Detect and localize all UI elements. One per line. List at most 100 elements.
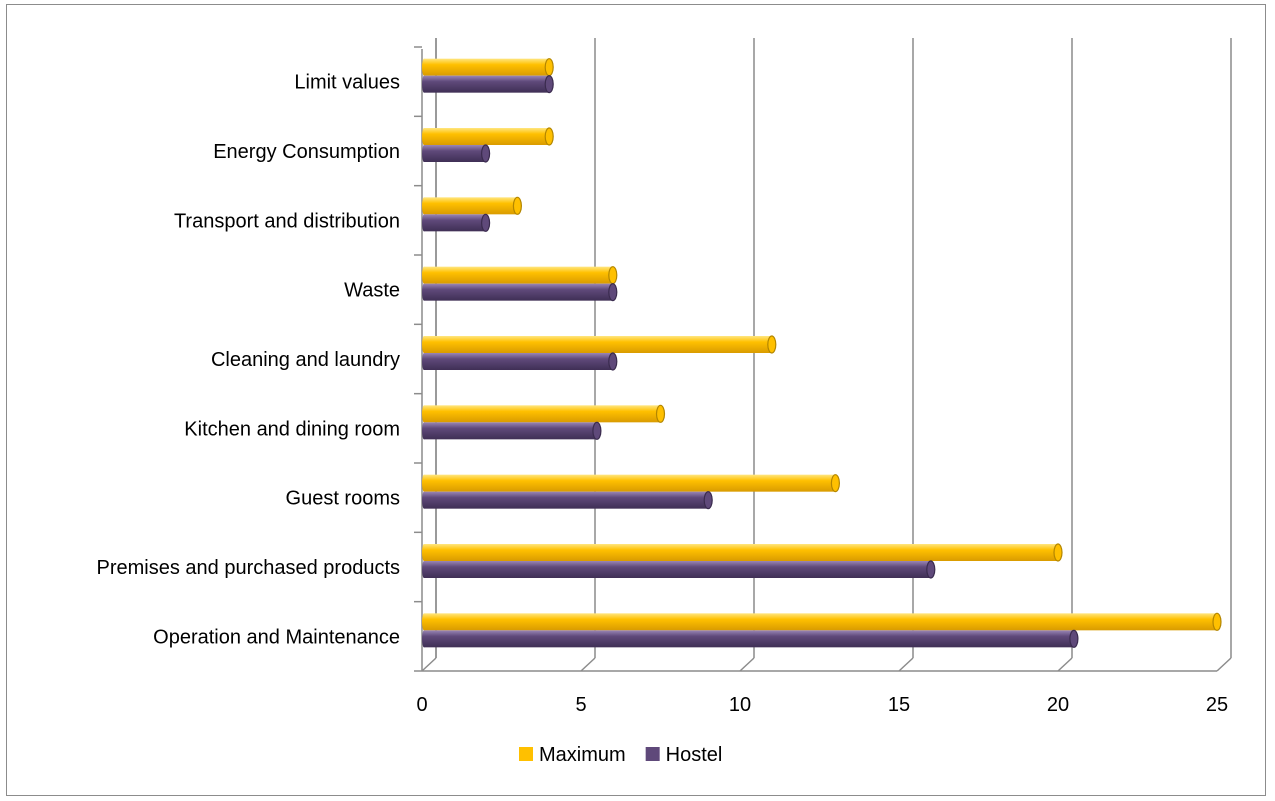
- bar-left-cap: [422, 336, 426, 353]
- gridline-floor: [1216, 657, 1232, 672]
- category-label: Energy Consumption: [213, 141, 400, 163]
- x-tick-label: 15: [888, 694, 910, 716]
- bar-body: [424, 544, 1058, 561]
- bar-left-cap: [422, 214, 426, 232]
- bar-maximum: [422, 196, 522, 215]
- bar-end-cap: [767, 335, 777, 354]
- bar-body: [424, 214, 486, 232]
- bar-left-cap: [422, 266, 426, 284]
- bar-body: [424, 75, 550, 93]
- bar-maximum: [422, 335, 777, 354]
- bar-body: [424, 197, 518, 215]
- bar-maximum: [422, 612, 1222, 631]
- legend-swatch-maximum: [519, 747, 533, 761]
- bar-end-cap: [544, 58, 554, 77]
- bar-maximum: [422, 543, 1063, 562]
- category-label: Waste: [344, 280, 400, 302]
- bar-end-cap: [512, 196, 522, 215]
- bar-hostel: [422, 213, 491, 232]
- category-label: Limit values: [294, 72, 400, 94]
- bar-end-cap: [830, 474, 841, 493]
- x-tick-label: 20: [1047, 694, 1069, 716]
- x-tick-label: 25: [1206, 694, 1228, 716]
- bar-end-cap: [544, 127, 554, 146]
- x-tick-label: 0: [416, 694, 427, 716]
- bar-hostel: [422, 491, 713, 510]
- bar-end-cap: [655, 404, 666, 423]
- legend-label-hostel: Hostel: [666, 744, 723, 766]
- bars-layer: [422, 58, 1222, 648]
- bar-end-cap: [608, 266, 618, 285]
- bar-body: [424, 266, 613, 284]
- bar-hostel: [422, 75, 554, 94]
- bar-body: [424, 630, 1074, 648]
- bar-end-cap: [1069, 629, 1079, 648]
- bar-hostel: [422, 421, 602, 440]
- bar-body: [424, 283, 613, 301]
- bar-body: [424, 58, 550, 76]
- gridline-floor: [580, 657, 596, 672]
- bar-left-cap: [422, 613, 426, 631]
- gridline-floor: [739, 657, 755, 672]
- bar-maximum: [422, 266, 618, 285]
- bar-body: [424, 405, 661, 423]
- bar-body: [424, 474, 836, 492]
- bar-body: [424, 422, 597, 440]
- bar-end-cap: [481, 144, 491, 163]
- bar-left-cap: [422, 405, 426, 423]
- x-tick-label: 10: [729, 694, 751, 716]
- bar-end-cap: [608, 283, 618, 302]
- labels-layer: 0 5 10 15 20 25 Operation and Maintenance Premi…: [97, 72, 1229, 716]
- category-label: Transport and distribution: [174, 210, 400, 232]
- x-tick-label: 5: [575, 694, 586, 716]
- bar-end-cap: [1053, 543, 1063, 562]
- bar-end-cap: [608, 352, 618, 371]
- bar-maximum: [422, 474, 841, 493]
- bar-chart: 0 5 10 15 20 25 Operation and Maintenance Premi…: [97, 38, 1232, 766]
- bar-end-cap: [703, 491, 713, 510]
- gridline-floor: [421, 657, 437, 672]
- legend-swatch-hostel: [645, 747, 660, 761]
- bar-left-cap: [422, 353, 426, 370]
- category-label: Kitchen and dining room: [184, 418, 400, 440]
- bar-left-cap: [422, 491, 426, 509]
- bar-body: [424, 128, 550, 145]
- bar-left-cap: [422, 630, 426, 648]
- bar-body: [424, 353, 613, 370]
- bar-hostel: [422, 144, 491, 163]
- category-label: Operation and Maintenance: [153, 626, 400, 648]
- category-label: Premises and purchased products: [97, 557, 401, 579]
- bar-hostel: [422, 283, 618, 302]
- bar-end-cap: [592, 421, 602, 440]
- bar-maximum: [422, 127, 554, 146]
- category-label: Guest rooms: [286, 488, 400, 510]
- bar-left-cap: [422, 283, 426, 301]
- bar-end-cap: [926, 560, 936, 579]
- bar-end-cap: [481, 213, 491, 232]
- bar-body: [424, 145, 486, 162]
- legend: Maximum Hostel: [519, 744, 722, 766]
- bar-maximum: [422, 58, 554, 77]
- bar-hostel: [422, 560, 936, 579]
- gridline-floor: [1057, 657, 1073, 672]
- bar-end-cap: [1212, 612, 1222, 631]
- bar-left-cap: [422, 128, 426, 145]
- bar-end-cap: [544, 75, 554, 94]
- chart-frame: 0 5 10 15 20 25 Operation and Maintenance Premi…: [6, 4, 1266, 796]
- category-label: Cleaning and laundry: [211, 349, 400, 371]
- bar-maximum: [422, 404, 666, 423]
- bar-body: [424, 561, 931, 578]
- bar-body: [424, 613, 1217, 631]
- gridline-floor: [898, 657, 914, 672]
- bar-body: [424, 491, 709, 509]
- bar-left-cap: [422, 544, 426, 561]
- bar-hostel: [422, 352, 618, 371]
- bar-hostel: [422, 629, 1079, 648]
- bar-left-cap: [422, 75, 426, 93]
- bar-left-cap: [422, 422, 426, 440]
- bar-left-cap: [422, 474, 426, 492]
- legend-label-maximum: Maximum: [539, 744, 626, 766]
- bar-left-cap: [422, 561, 426, 578]
- bar-body: [424, 336, 772, 353]
- bar-left-cap: [422, 145, 426, 162]
